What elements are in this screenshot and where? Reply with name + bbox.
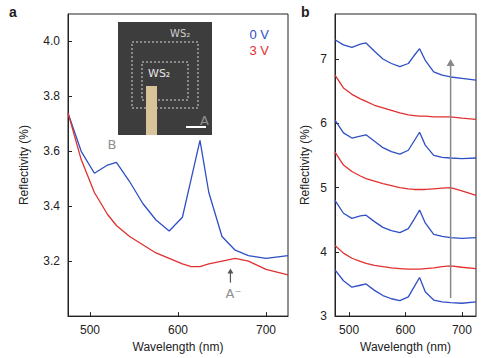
svg-text:4.0: 4.0 [43, 34, 60, 48]
svg-text:Wavelength (nm): Wavelength (nm) [133, 340, 224, 354]
svg-text:3.4: 3.4 [43, 199, 60, 213]
svg-text:500: 500 [80, 323, 100, 337]
svg-text:WS₂: WS₂ [148, 67, 170, 80]
svg-text:WS₂: WS₂ [170, 28, 190, 39]
svg-text:3.6: 3.6 [43, 144, 60, 158]
svg-text:6: 6 [320, 116, 327, 130]
svg-text:Reflectivity (%): Reflectivity (%) [298, 125, 312, 205]
svg-text:3.8: 3.8 [43, 89, 60, 103]
svg-text:0 V: 0 V [249, 27, 269, 42]
svg-text:3: 3 [320, 309, 327, 323]
svg-text:7: 7 [320, 52, 327, 66]
svg-text:a: a [9, 4, 17, 20]
svg-text:5: 5 [320, 181, 327, 195]
svg-text:3 V: 3 V [249, 43, 269, 58]
svg-text:3.2: 3.2 [43, 254, 60, 268]
svg-text:4: 4 [320, 245, 327, 259]
svg-text:700: 700 [256, 323, 276, 337]
svg-text:500: 500 [339, 323, 359, 337]
svg-text:Reflectivity (%): Reflectivity (%) [17, 125, 31, 205]
svg-text:600: 600 [395, 323, 415, 337]
svg-text:A: A [200, 113, 209, 128]
svg-text:b: b [301, 4, 310, 20]
svg-text:B: B [108, 137, 117, 152]
svg-text:700: 700 [452, 323, 472, 337]
svg-text:Wavelength (nm): Wavelength (nm) [360, 340, 451, 354]
svg-text:A⁻: A⁻ [226, 286, 242, 301]
svg-text:600: 600 [168, 323, 188, 337]
